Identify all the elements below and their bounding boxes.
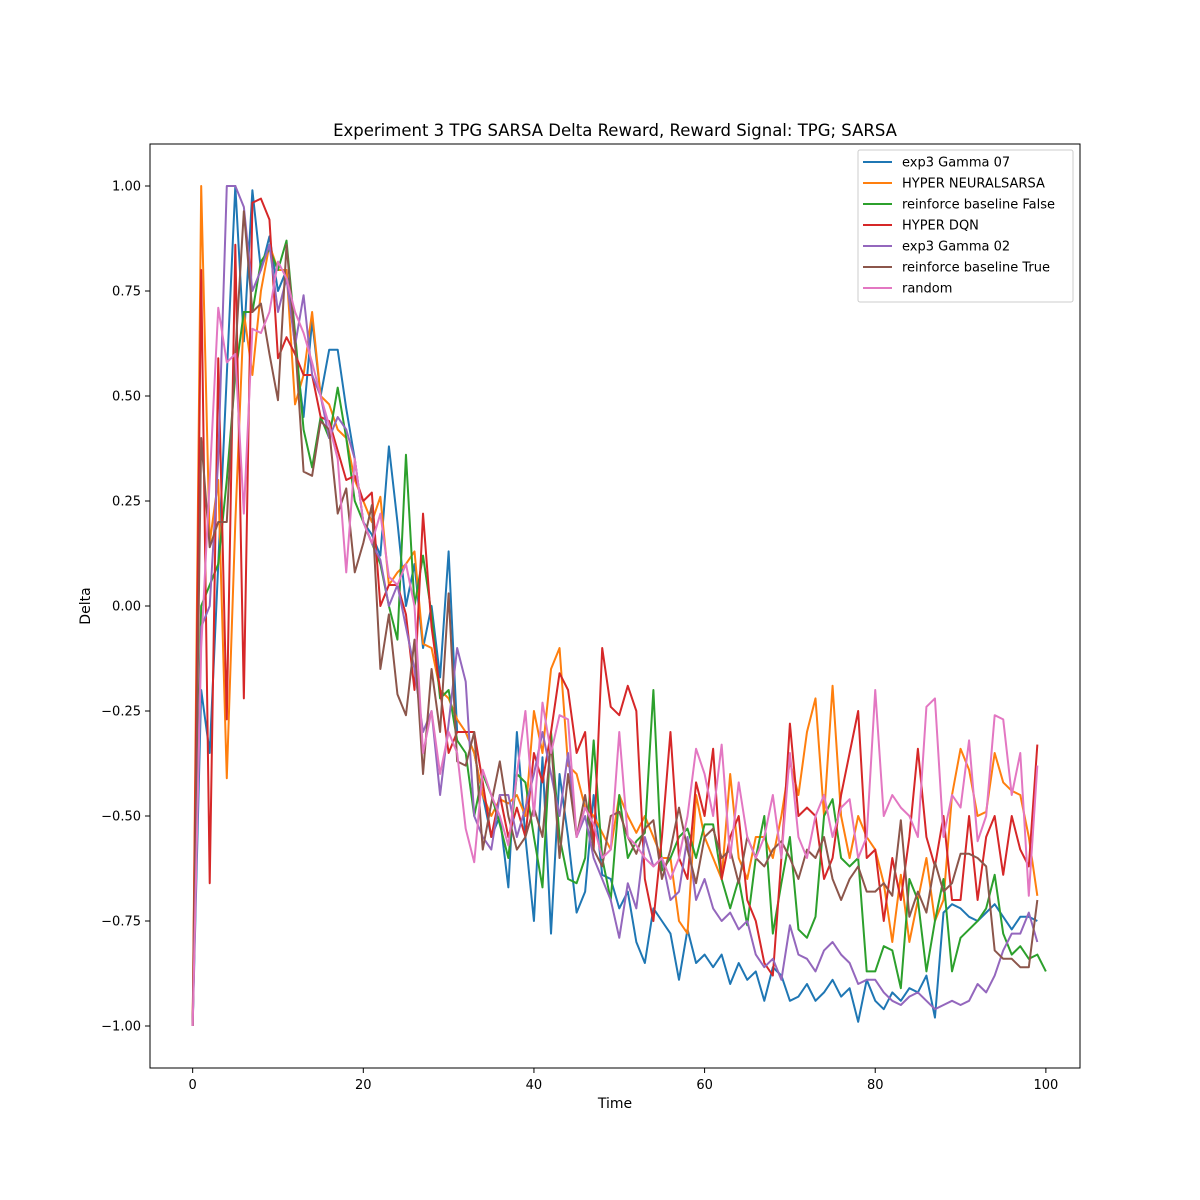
y-tick-label: 0.00 <box>112 600 141 615</box>
series-line-reinforce-baseline-true <box>191 210 1039 1027</box>
x-tick-label: 60 <box>696 1078 713 1093</box>
legend-box <box>857 149 1074 303</box>
legend-label-hyper-dqn: HYPER DQN <box>902 219 979 234</box>
y-tick-label: −1.00 <box>101 1020 141 1035</box>
y-tick-label: −0.25 <box>101 705 141 720</box>
y-axis: 1.00 0.75 0.50 0.25 0.00 −0.25 −0.50 −0.75 −1.00 <box>101 180 150 1035</box>
series-line-reinforce-baseline-false <box>191 239 1047 1027</box>
legend-label-exp3-gamma-07: exp3 Gamma 07 <box>902 156 1010 171</box>
series-line-exp3-gamma-02 <box>191 185 1039 1027</box>
y-axis-label: Delta <box>78 587 94 624</box>
y-tick-label: 0.25 <box>112 495 141 510</box>
x-tick-label: 100 <box>1033 1078 1058 1093</box>
series-line-random <box>191 260 1039 1027</box>
x-tick-label: 40 <box>526 1078 543 1093</box>
y-tick-label: −0.50 <box>101 810 141 825</box>
x-axis: 0 20 40 60 80 100 <box>189 1068 1058 1093</box>
legend: exp3 Gamma 07 HYPER NEURALSARSA reinforce … <box>857 149 1074 303</box>
series-line-exp3-gamma-07 <box>191 185 1038 1027</box>
legend-label-exp3-gamma-02: exp3 Gamma 02 <box>902 240 1010 255</box>
legend-label-random: random <box>902 282 952 297</box>
legend-label-reinforce-baseline-false: reinforce baseline False <box>902 198 1055 213</box>
x-tick-label: 0 <box>189 1078 197 1093</box>
legend-label-hyper-neuralsarsa: HYPER NEURALSARSA <box>902 177 1045 192</box>
y-tick-label: 1.00 <box>112 180 141 195</box>
x-tick-label: 20 <box>355 1078 372 1093</box>
y-tick-label: 0.50 <box>112 390 141 405</box>
chart-title: Experiment 3 TPG SARSA Delta Reward, Rew… <box>333 121 898 140</box>
x-tick-label: 80 <box>867 1078 884 1093</box>
legend-label-reinforce-baseline-true: reinforce baseline True <box>902 261 1050 276</box>
series-layer <box>191 185 1047 1027</box>
y-tick-label: −0.75 <box>101 915 141 930</box>
legend-items: exp3 Gamma 07 HYPER NEURALSARSA reinforce … <box>863 156 1055 297</box>
x-axis-label: Time <box>597 1096 632 1112</box>
series-line-hyper-dqn <box>191 197 1039 1027</box>
y-tick-label: 0.75 <box>112 285 141 300</box>
